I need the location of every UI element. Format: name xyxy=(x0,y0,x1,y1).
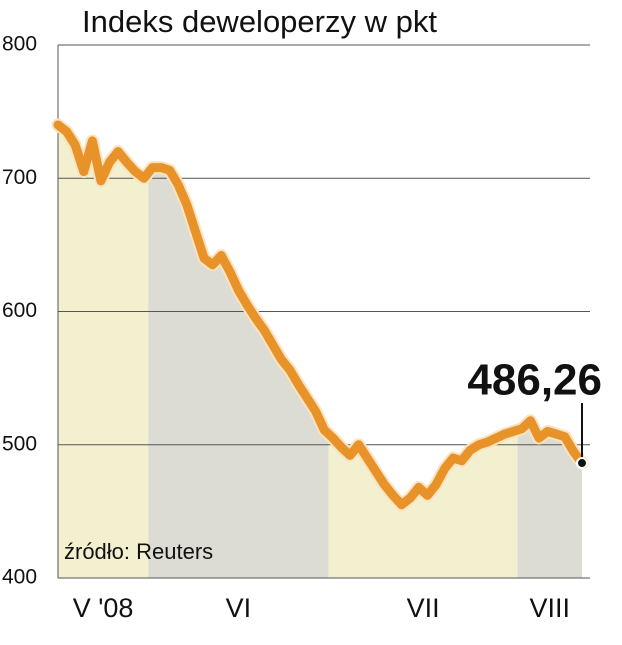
end-point xyxy=(576,457,588,470)
y-tick-label: 700 xyxy=(2,166,37,189)
value-label: 486,26 xyxy=(467,356,602,405)
y-tick-label: 800 xyxy=(2,33,37,56)
x-tick-label: VII xyxy=(407,593,440,623)
chart-title: Indeks deweloperzy w pkt xyxy=(82,4,437,39)
y-tick-label: 400 xyxy=(2,566,37,589)
x-tick-label: V '08 xyxy=(73,593,134,623)
month-band xyxy=(58,124,149,578)
y-tick-label: 600 xyxy=(2,299,37,322)
x-tick-label: VI xyxy=(226,593,252,623)
line xyxy=(53,120,587,510)
y-tick-label: 500 xyxy=(2,432,37,455)
source-note: źródło: Reuters xyxy=(64,539,213,564)
x-tick-label: VIII xyxy=(530,593,571,623)
